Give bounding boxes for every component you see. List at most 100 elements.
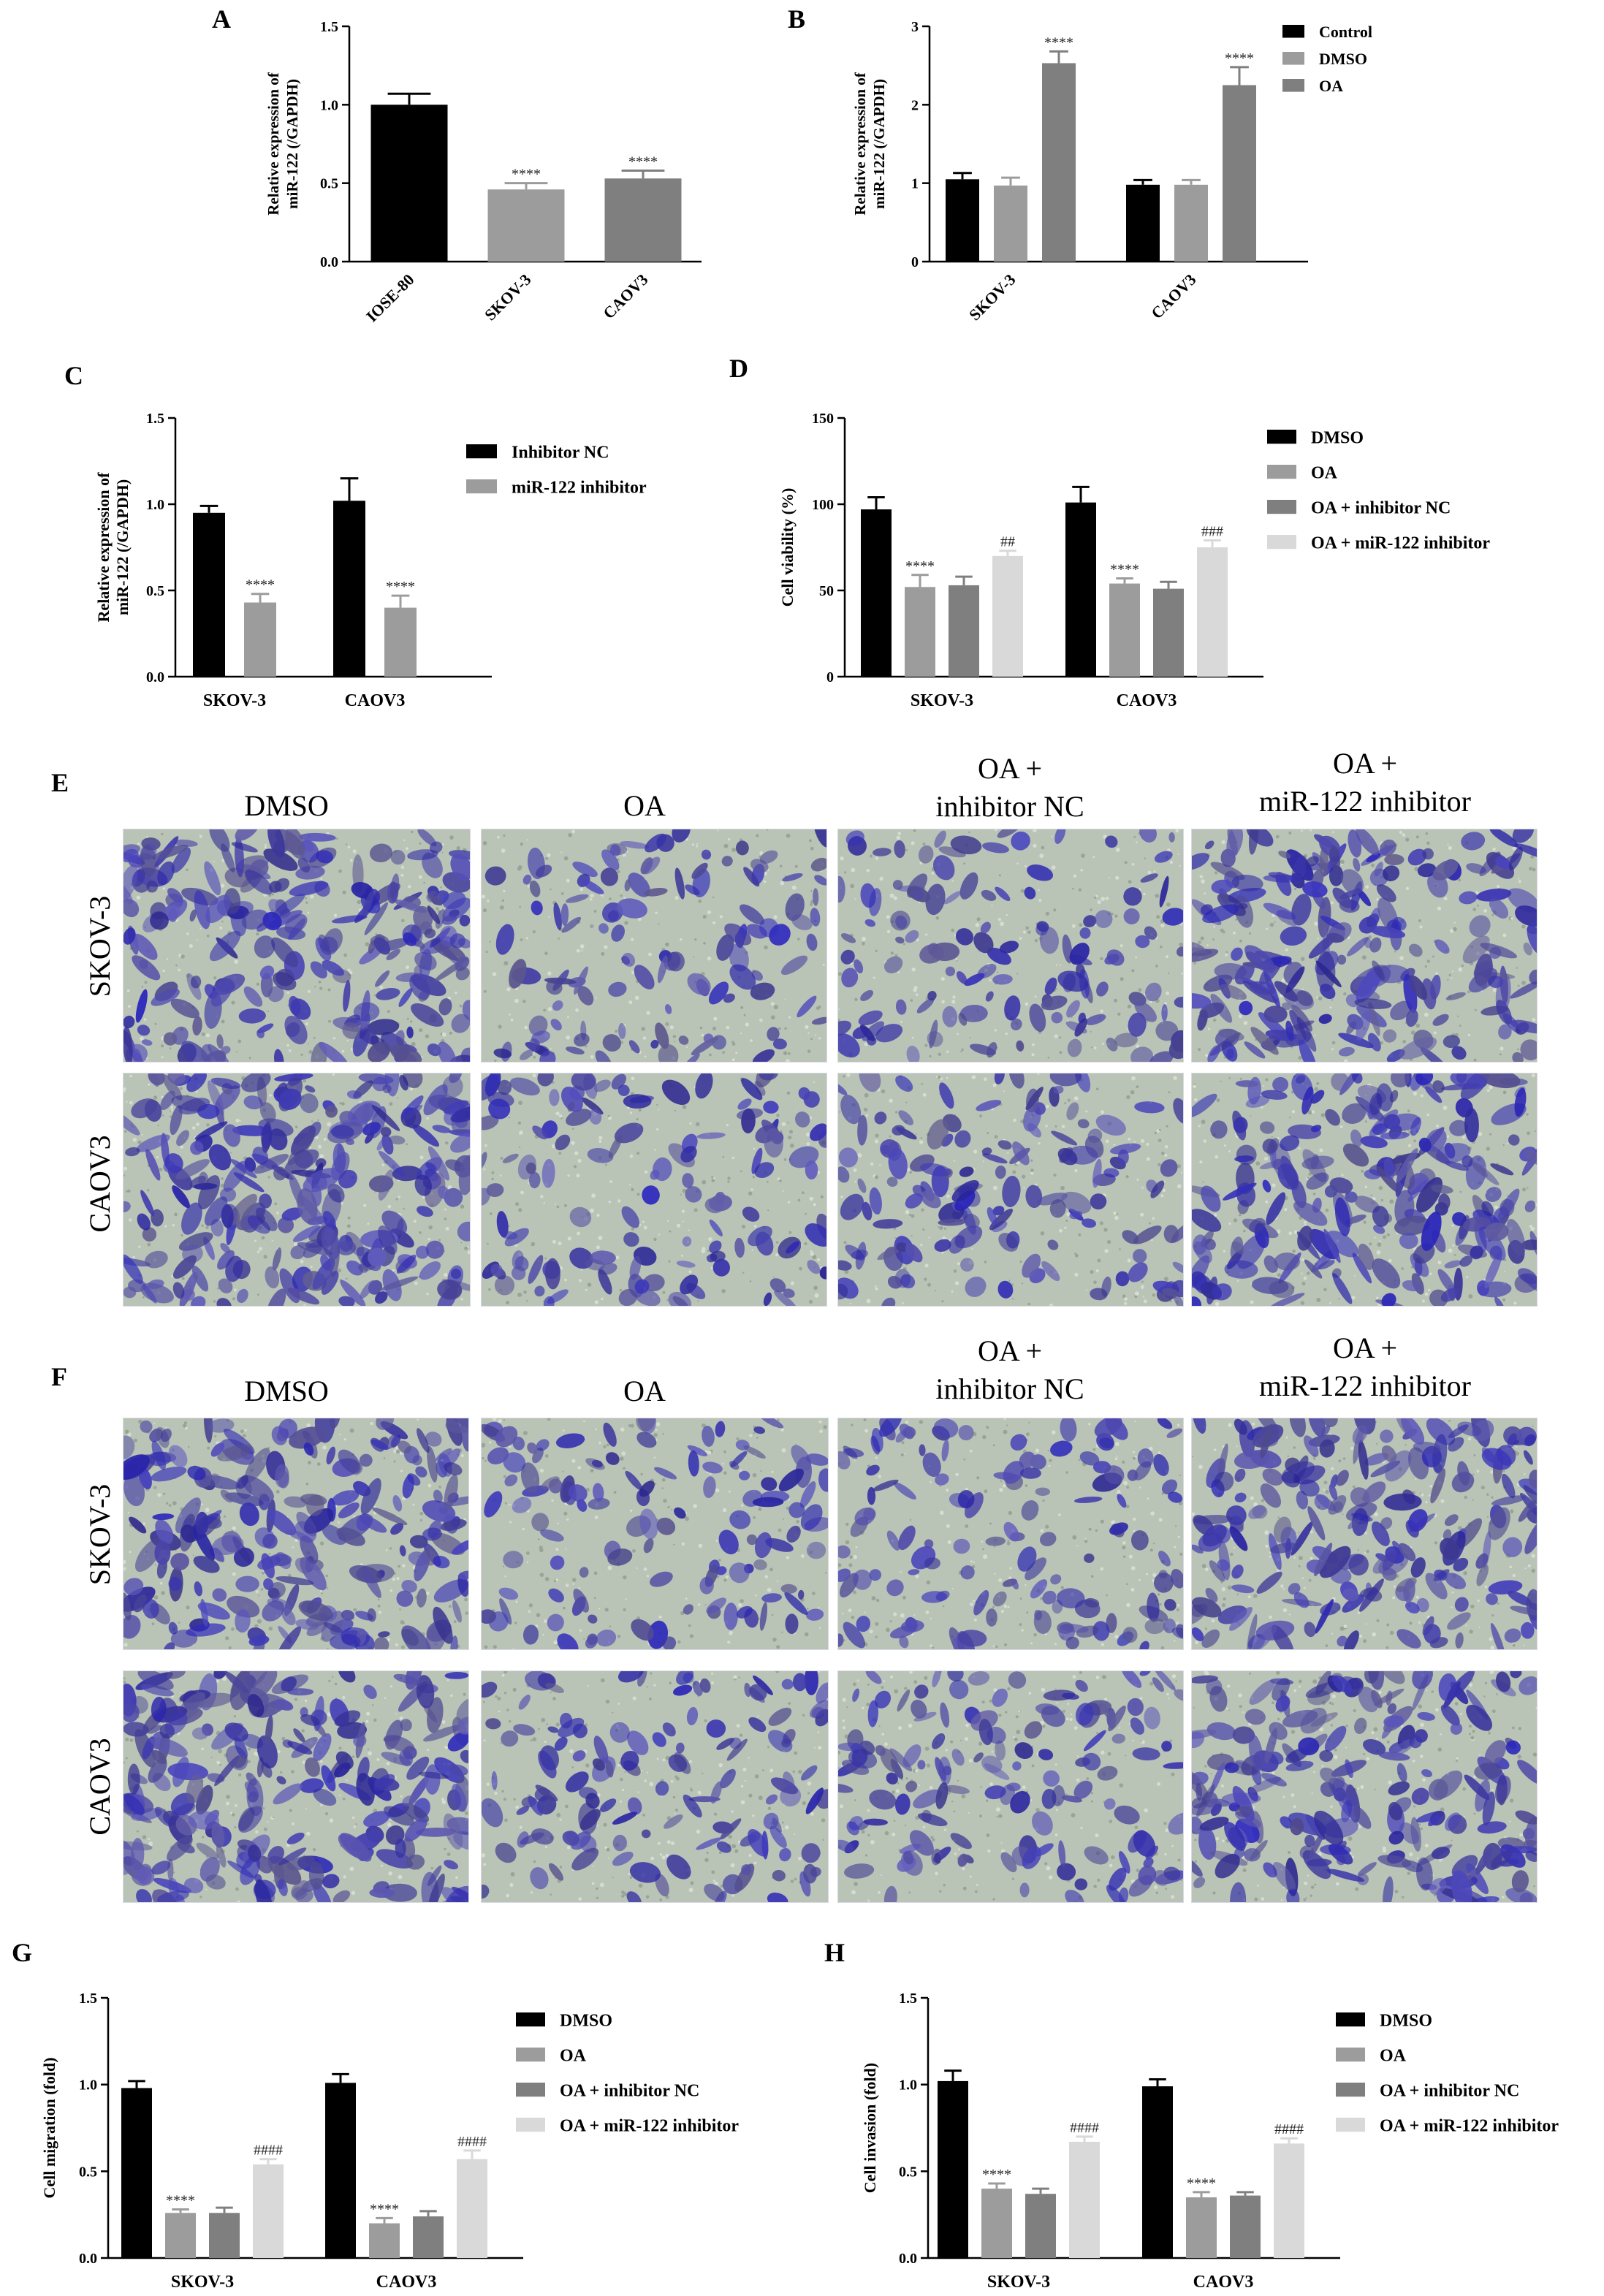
significance-label: ## bbox=[1000, 534, 1015, 550]
bar bbox=[1223, 85, 1256, 262]
legend-swatch bbox=[1267, 430, 1296, 444]
significance-label: **** bbox=[1225, 50, 1254, 66]
legend-label: Control bbox=[1319, 23, 1372, 41]
column-header-line: OA bbox=[623, 1375, 666, 1407]
legend-swatch bbox=[1282, 52, 1304, 65]
micrograph bbox=[481, 1670, 829, 1903]
micrograph bbox=[123, 1670, 469, 1903]
micrograph bbox=[837, 1418, 1184, 1650]
bar bbox=[1274, 2143, 1304, 2258]
micrograph-drawing bbox=[838, 829, 1183, 1062]
column-header: DMSO bbox=[244, 1375, 329, 1407]
panel-label: G bbox=[12, 1938, 32, 1967]
micrograph bbox=[837, 1073, 1184, 1307]
bar bbox=[384, 607, 417, 677]
legend-swatch bbox=[1336, 2083, 1365, 2097]
legend-swatch bbox=[466, 479, 497, 494]
legend-label: OA + inhibitor NC bbox=[1311, 499, 1451, 518]
significance-label: #### bbox=[1274, 2121, 1304, 2137]
micrograph bbox=[481, 829, 827, 1063]
x-tick-label: CAOV3 bbox=[345, 691, 406, 710]
column-header: OA bbox=[623, 789, 666, 822]
y-axis-label: Cell invasion (fold) bbox=[861, 2063, 879, 2193]
micrograph-drawing bbox=[838, 1671, 1183, 1902]
y-tick-label: 1.5 bbox=[79, 1991, 97, 2007]
y-tick-label: 0.0 bbox=[146, 669, 164, 685]
legend-label: DMSO bbox=[1319, 50, 1367, 68]
micrograph-drawing bbox=[123, 1671, 468, 1902]
legend-label: OA + inhibitor NC bbox=[560, 2082, 699, 2101]
bar bbox=[209, 2213, 240, 2258]
bar bbox=[1197, 547, 1228, 677]
bar bbox=[325, 2083, 356, 2258]
micrograph-drawing bbox=[123, 1418, 468, 1649]
x-tick-label: CAOV3 bbox=[376, 2273, 437, 2292]
column-header-line: DMSO bbox=[244, 789, 329, 822]
significance-label: **** bbox=[1044, 34, 1073, 50]
legend-swatch bbox=[516, 2118, 545, 2132]
legend-label: OA + miR-122 inhibitor bbox=[1380, 2117, 1559, 2136]
y-tick-label: 0 bbox=[911, 254, 919, 270]
bar bbox=[487, 189, 565, 262]
y-axis-label-line: Cell migration (fold) bbox=[40, 2057, 58, 2198]
column-header-line: OA + bbox=[1333, 1331, 1397, 1364]
y-tick-label: 0.0 bbox=[899, 2251, 917, 2267]
micrograph-drawing bbox=[123, 829, 470, 1062]
bar bbox=[457, 2159, 487, 2258]
legend-swatch bbox=[1267, 500, 1296, 514]
significance-label: #### bbox=[254, 2143, 283, 2159]
y-tick-label: 1.5 bbox=[146, 411, 164, 427]
x-tick-label: SKOV-3 bbox=[987, 2273, 1050, 2292]
panel-label: D bbox=[729, 354, 748, 383]
significance-label: **** bbox=[628, 153, 658, 170]
legend-label: OA bbox=[1319, 77, 1343, 95]
significance-label: **** bbox=[246, 577, 275, 593]
legend-label: OA bbox=[560, 2047, 587, 2066]
bar bbox=[193, 512, 225, 677]
bar bbox=[604, 178, 682, 262]
bar bbox=[165, 2213, 196, 2258]
legend-swatch bbox=[466, 444, 497, 459]
micrograph bbox=[1191, 1670, 1538, 1903]
y-tick-label: 1.0 bbox=[146, 497, 164, 513]
micrograph-drawing bbox=[1192, 829, 1537, 1062]
legend-label: OA bbox=[1311, 464, 1338, 483]
micrograph-drawing bbox=[482, 1073, 826, 1306]
micrograph-drawing bbox=[1192, 1671, 1537, 1902]
image-panel-f: F DMSO OA OA + inhibitor NC OA + miR-122 inhib… bbox=[51, 1331, 1471, 1836]
bar bbox=[1174, 184, 1208, 262]
y-axis-label-line: Cell invasion (fold) bbox=[861, 2063, 879, 2193]
y-axis-label: Relative expression ofmiR-122 (/GAPDH) bbox=[94, 472, 132, 623]
bar bbox=[1042, 63, 1076, 262]
column-header-line: miR-122 inhibitor bbox=[1259, 1369, 1471, 1402]
y-axis-label: Cell migration (fold) bbox=[40, 2057, 58, 2198]
legend-label: Inhibitor NC bbox=[512, 444, 609, 463]
significance-label: **** bbox=[386, 579, 415, 595]
micrograph-drawing bbox=[482, 1671, 828, 1902]
column-header-line: inhibitor NC bbox=[935, 790, 1084, 823]
significance-label: **** bbox=[982, 2167, 1011, 2183]
micrograph bbox=[481, 1418, 829, 1650]
bar bbox=[369, 2223, 400, 2258]
column-header-line: OA + bbox=[1333, 747, 1397, 780]
column-header: OA + miR-122 inhibitor bbox=[1259, 1331, 1471, 1402]
bar bbox=[244, 602, 276, 677]
micrograph-drawing bbox=[838, 1418, 1183, 1649]
panel-label: F bbox=[51, 1362, 67, 1391]
column-header: OA + inhibitor NC bbox=[935, 1334, 1084, 1405]
bar bbox=[946, 179, 979, 262]
y-tick-label: 1.5 bbox=[320, 19, 338, 35]
bar bbox=[253, 2164, 284, 2258]
row-label: CAOV3 bbox=[83, 1135, 116, 1232]
x-tick-label: CAOV3 bbox=[1117, 691, 1177, 710]
legend-swatch bbox=[1282, 25, 1304, 38]
micrograph-drawing bbox=[1192, 1073, 1537, 1306]
bar bbox=[1109, 583, 1140, 677]
micrograph-drawing bbox=[482, 1418, 828, 1649]
micrograph bbox=[1191, 1418, 1538, 1650]
column-header-line: miR-122 inhibitor bbox=[1259, 785, 1471, 818]
y-tick-label: 0.0 bbox=[320, 254, 338, 270]
bar bbox=[992, 555, 1023, 677]
